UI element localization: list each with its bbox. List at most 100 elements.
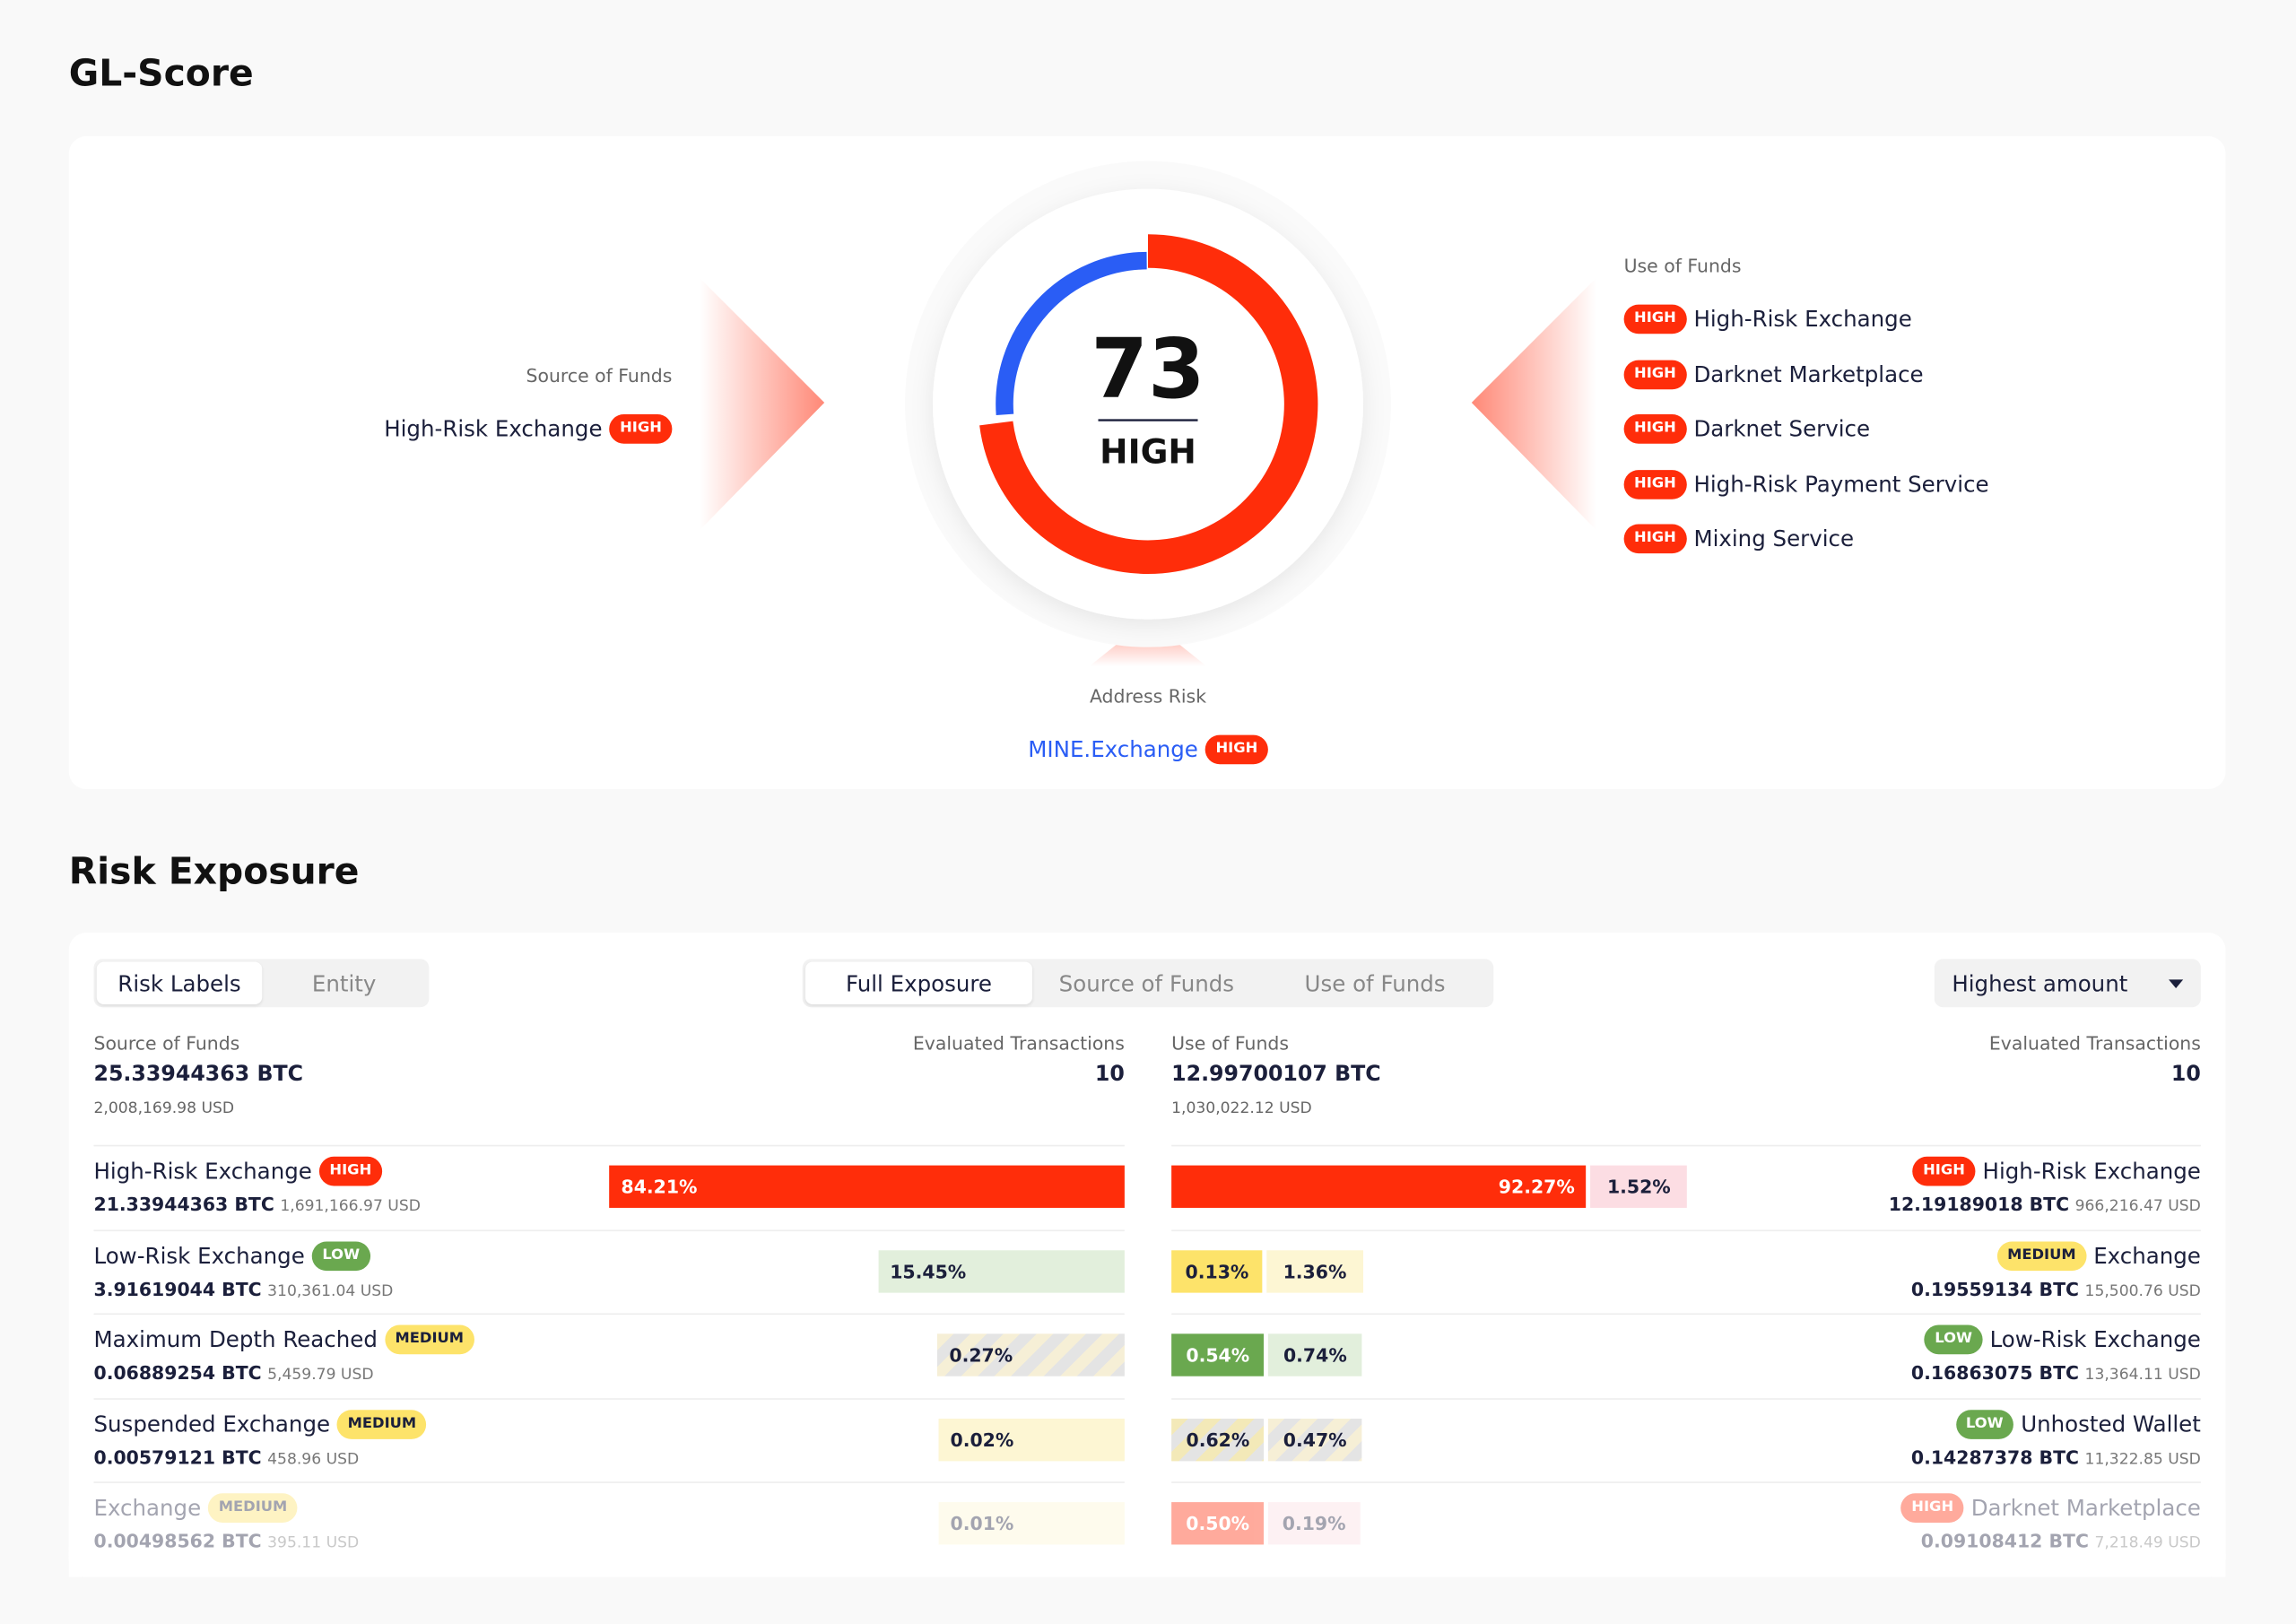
risk-badge: HIGH — [1623, 359, 1687, 389]
tx-count: 10 — [2170, 1063, 2201, 1087]
exposure-bar: 15.45% — [878, 1249, 1125, 1292]
bar-label: 0.62% — [1186, 1428, 1250, 1451]
row-usd: 310,361.04 USD — [267, 1281, 394, 1299]
risk-badge: HIGH — [1623, 524, 1687, 554]
risk-badge: HIGH — [1900, 1493, 1964, 1523]
row-separator — [93, 1481, 1125, 1483]
panel-amount: 25.33944363 BTC — [93, 1063, 304, 1087]
exposure-bar: 0.62% — [1171, 1418, 1265, 1461]
item-name: High-Risk Exchange — [1693, 306, 1912, 333]
row-btc: 3.91619044 BTC — [93, 1277, 262, 1299]
tab[interactable]: Risk Labels — [96, 961, 263, 1004]
row-usd: 5,459.79 USD — [267, 1366, 374, 1384]
view-tabs: Risk Labels Entity — [93, 959, 430, 1008]
row-btc: 0.09108412 BTC — [1920, 1530, 2089, 1552]
row-name[interactable]: Suspended Exchange — [93, 1411, 331, 1437]
tab[interactable]: Source of Funds — [1058, 969, 1235, 997]
exposure-bar: 0.19% — [1268, 1502, 1361, 1545]
use-item: HIGH Darknet Service — [1623, 414, 1870, 444]
row-separator — [93, 1144, 1125, 1147]
row-name-line: High-Risk Exchange HIGH — [93, 1156, 382, 1186]
bar-label: 15.45% — [890, 1259, 967, 1282]
row-amount: 3.91619044 BTC 310,361.04 USD — [93, 1277, 393, 1298]
exposure-bar: 92.27% — [1171, 1165, 1587, 1208]
row-usd: 7,218.49 USD — [2094, 1534, 2201, 1552]
risk-badge: LOW — [1924, 1324, 1983, 1355]
row-usd: 1,691,166.97 USD — [280, 1197, 421, 1216]
row-name[interactable]: Exchange — [93, 1494, 202, 1522]
use-item: HIGH Darknet Marketplace — [1623, 359, 1924, 389]
item-name: High-Risk Payment Service — [1693, 470, 1989, 498]
panel-label: Use of Funds — [1171, 1032, 1289, 1055]
row-amount: 21.33944363 BTC 1,691,166.97 USD — [93, 1194, 420, 1215]
caret — [2168, 978, 2184, 988]
row-name[interactable]: High-Risk Exchange — [93, 1158, 312, 1185]
tx-label: Evaluated Transactions — [912, 1032, 1125, 1055]
row-name[interactable]: Low-Risk Exchange — [93, 1242, 305, 1269]
fade — [68, 1493, 2226, 1577]
row-name[interactable]: High-Risk Exchange — [1982, 1158, 2201, 1185]
row-name-line: Low-Risk Exchange LOW — [93, 1240, 370, 1271]
row-btc: 0.16863075 BTC — [1910, 1361, 2080, 1384]
row-amount: 12.19189018 BTC 966,216.47 USD — [1889, 1194, 2201, 1215]
panel-label: Source of Funds — [93, 1032, 240, 1055]
row-separator — [1171, 1481, 2201, 1483]
risk-badge: HIGH — [1623, 414, 1687, 444]
address-entity[interactable]: MINE.Exchange — [1028, 736, 1198, 763]
row-name[interactable]: Darknet Marketplace — [1970, 1494, 2201, 1522]
bar-label: 84.21% — [621, 1176, 698, 1198]
row-name-line: LOW Low-Risk Exchange — [1924, 1324, 2201, 1355]
exposure-bar: 1.52% — [1590, 1165, 1687, 1208]
section-title: Risk Exposure — [68, 849, 360, 893]
row-btc: 0.06889254 BTC — [93, 1361, 262, 1384]
use-item: HIGH High-Risk Payment Service — [1623, 469, 1989, 499]
exposure-card — [68, 933, 2226, 1577]
risk-badge: LOW — [311, 1240, 370, 1271]
arrow-right — [1471, 278, 1596, 531]
row-name[interactable]: Unhosted Wallet — [2021, 1411, 2201, 1437]
row-name-line: MEDIUM Exchange — [1996, 1240, 2201, 1271]
item-name: Mixing Service — [1693, 525, 1855, 552]
score-arc — [979, 234, 1318, 574]
risk-badge: HIGH — [1623, 469, 1687, 499]
sort-value: Highest amount — [1952, 969, 2128, 997]
risk-badge: LOW — [1955, 1409, 2014, 1439]
row-name[interactable]: Maximum Depth Reached — [93, 1326, 378, 1353]
risk-badge: HIGH — [1912, 1156, 1976, 1186]
risk-badge: MEDIUM — [208, 1493, 298, 1523]
row-name-line: Exchange MEDIUM — [93, 1493, 298, 1523]
row-name-line: HIGH High-Risk Exchange — [1912, 1156, 2201, 1186]
row-name-line: LOW Unhosted Wallet — [1955, 1409, 2201, 1439]
sort-dropdown[interactable]: Highest amount — [1934, 959, 2201, 1008]
bar-label: 0.27% — [949, 1343, 1013, 1367]
tab[interactable]: Use of Funds — [1304, 969, 1446, 997]
row-name[interactable]: Exchange — [2093, 1242, 2201, 1269]
panel-usd: 1,030,022.12 USD — [1171, 1099, 1312, 1117]
address-label: Address Risk — [1089, 685, 1207, 708]
use-item: HIGH Mixing Service — [1623, 524, 1855, 554]
tab[interactable]: Entity — [311, 969, 377, 997]
bar-label: 0.01% — [950, 1512, 1014, 1535]
row-btc: 0.00579121 BTC — [93, 1446, 262, 1468]
exposure-bar: 0.74% — [1268, 1333, 1362, 1376]
row-name-line: HIGH Darknet Marketplace — [1900, 1493, 2201, 1523]
row-name-line: Maximum Depth Reached MEDIUM — [93, 1324, 474, 1355]
row-usd: 11,322.85 USD — [2084, 1450, 2201, 1468]
source-label: Source of Funds — [526, 364, 673, 387]
bar-label: 0.50% — [1186, 1512, 1250, 1535]
row-amount: 0.00579121 BTC 458.96 USD — [93, 1446, 359, 1467]
exposure-bar: 0.27% — [937, 1333, 1125, 1376]
row-amount: 0.14287378 BTC 11,322.85 USD — [1911, 1446, 2201, 1467]
row-separator — [93, 1229, 1125, 1231]
address-item: MINE.Exchange HIGH — [855, 734, 1440, 765]
row-btc: 21.33944363 BTC — [93, 1193, 274, 1216]
row-name[interactable]: Low-Risk Exchange — [1989, 1326, 2201, 1353]
row-separator — [93, 1313, 1125, 1316]
bar-label: 0.02% — [950, 1428, 1014, 1451]
exposure-bar: 0.02% — [938, 1418, 1125, 1461]
row-usd: 13,364.11 USD — [2084, 1366, 2201, 1384]
tab[interactable]: Full Exposure — [804, 961, 1033, 1004]
bar-label: 1.36% — [1283, 1259, 1347, 1282]
score-label: HIGH — [1100, 432, 1196, 472]
